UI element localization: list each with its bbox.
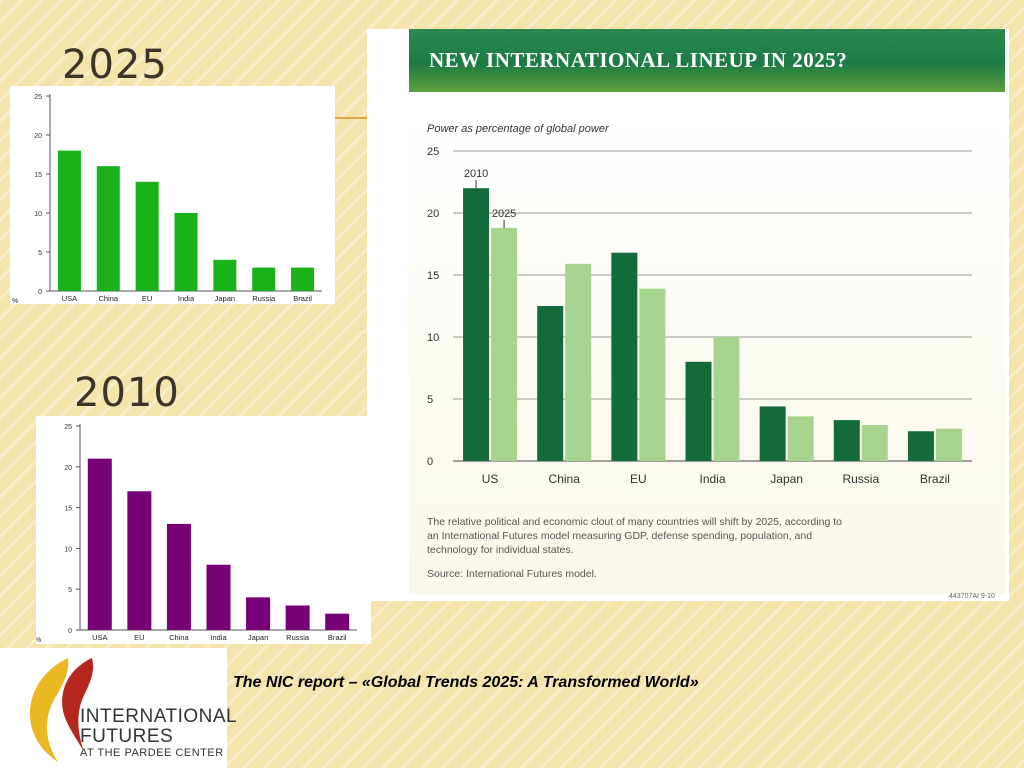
chart-2010-panel: 0 5 10 15 20 25% USA EU China India Japan Russia Bra… (35, 416, 371, 644)
x-tick-label: Brazil (293, 294, 312, 303)
x-tick-label: US (482, 472, 499, 486)
x-tick-label: Japan (770, 472, 803, 486)
report-title: The NIC report – «Global Trends 2025: A … (233, 674, 699, 691)
bar (96, 166, 120, 291)
chart-2010: 0 5 10 15 20 25% USA EU China India Japan Russia Bra… (35, 424, 357, 644)
x-tick-label: USA (62, 294, 77, 303)
x-tick-label: Russia (286, 633, 310, 642)
x-tick-label: China (169, 633, 189, 642)
x-tick-label: EU (630, 472, 647, 486)
bar-2025 (713, 337, 740, 461)
banner: NEW INTERNATIONAL LINEUP IN 2025? (409, 29, 1005, 92)
y-tick-label: 15 (427, 270, 439, 282)
logo-line2: FUTURES (80, 726, 174, 747)
x-tick-label: EU (142, 294, 152, 303)
bar (166, 523, 191, 630)
bar-2010 (463, 188, 490, 461)
x-tick-label: Russia (842, 472, 879, 486)
bar (285, 605, 310, 630)
main-chart-source: Source: International Futures model. (427, 568, 597, 580)
x-tick-label: China (98, 294, 118, 303)
bar (325, 613, 350, 630)
bar (246, 597, 271, 630)
x-tick-label: China (549, 472, 581, 486)
y-tick-label: 20 (427, 208, 439, 220)
bar-2010 (537, 306, 564, 461)
x-tick-label: India (210, 633, 227, 642)
y-tick-label: 15 (34, 172, 42, 179)
bar (87, 458, 112, 630)
y-tick-label: 25 (427, 146, 439, 158)
x-tick-label: Japan (215, 294, 235, 303)
banner-title: NEW INTERNATIONAL LINEUP IN 2025? (429, 48, 848, 72)
chart-2025: 0 5 10 15 20 25% USA China EU India Japan Russia Bra… (12, 94, 322, 305)
y-tick-label: 25 (34, 94, 42, 101)
bar-2010 (833, 420, 860, 461)
y-tick-label: 5 (68, 587, 72, 594)
bar (206, 564, 231, 630)
heading-2010: 2010 (74, 370, 180, 416)
bar (135, 181, 159, 291)
heading-2025: 2025 (62, 42, 168, 88)
y-tick-label: 0 (68, 628, 72, 635)
chart-2025-panel: 0 5 10 15 20 25% USA China EU India Japan Russia Bra… (10, 86, 335, 305)
bar-2010 (611, 252, 638, 461)
accent-line (334, 117, 368, 119)
bar-2025 (935, 428, 962, 461)
y-tick-label: 10 (64, 546, 72, 553)
y-unit-label: % (36, 637, 41, 644)
y-tick-label: 20 (34, 133, 42, 140)
x-tick-label: India (178, 294, 195, 303)
bar-2010 (759, 406, 786, 461)
x-tick-label: USA (92, 633, 107, 642)
y-tick-label: 25 (64, 424, 72, 431)
y-unit-label: % (12, 298, 18, 304)
bar (213, 259, 237, 291)
bar (252, 267, 276, 291)
bar-2025 (639, 288, 666, 461)
bar (57, 150, 81, 291)
x-tick-label: India (699, 472, 725, 486)
logo-swoosh-icon (29, 658, 94, 762)
bar-2025 (787, 416, 814, 461)
logo-line1: INTERNATIONAL (80, 706, 238, 727)
y-tick-label: 10 (427, 332, 439, 344)
main-chart-subtitle: Power as percentage of global power (427, 123, 609, 135)
bar-2010 (685, 361, 712, 461)
x-tick-label: Japan (248, 633, 268, 642)
logo-line3: AT THE PARDEE CENTER (80, 747, 224, 759)
y-tick-label: 5 (38, 250, 42, 257)
y-tick-label: 0 (38, 289, 42, 296)
x-tick-label: Brazil (328, 633, 347, 642)
y-tick-label: 20 (64, 465, 72, 472)
y-tick-label: 5 (427, 394, 433, 406)
bar-2010 (907, 431, 934, 461)
logo: INTERNATIONAL FUTURES AT THE PARDEE CENT… (0, 648, 237, 768)
x-tick-label: EU (134, 633, 144, 642)
y-tick-label: 0 (427, 456, 433, 468)
x-tick-label: Brazil (920, 472, 950, 486)
bar (291, 267, 315, 291)
figure-code: 443707AI 9-10 (949, 593, 995, 600)
bar (174, 213, 198, 291)
bar-2025 (491, 227, 518, 461)
y-tick-label: 10 (34, 211, 42, 218)
bar (127, 491, 152, 630)
annotation-2010: 2010 (464, 168, 488, 180)
annotation-2025: 2025 (492, 208, 516, 220)
bar-2025 (861, 425, 888, 461)
x-tick-label: Russia (252, 294, 276, 303)
main-chart-caption: The relative political and economic clou… (427, 516, 842, 556)
y-tick-label: 15 (64, 506, 72, 513)
bar-2025 (565, 263, 592, 461)
